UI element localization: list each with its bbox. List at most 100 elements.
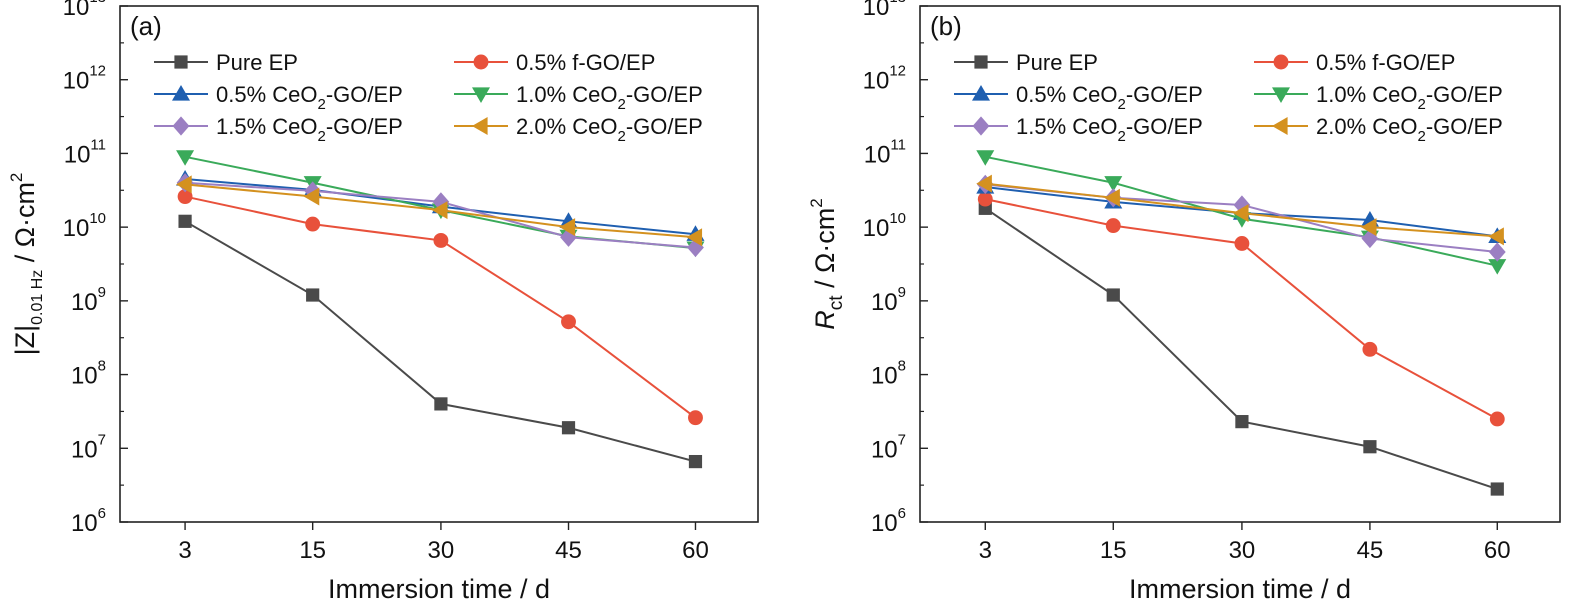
data-point-2-0-ceo2-go-ep <box>559 218 576 237</box>
y-tick-exponent: 10 <box>889 210 906 227</box>
legend-marker-2-0-ceo2-go-ep <box>472 117 488 135</box>
x-tick-label: 45 <box>555 537 582 564</box>
data-point-0-5-f-go-ep <box>561 314 576 330</box>
y-tick-exponent: 6 <box>98 505 106 522</box>
y-label-unit: / Ω·cm <box>10 182 40 270</box>
data-point-2-0-ceo2-go-ep <box>1488 227 1504 246</box>
data-point-0-5-f-go-ep <box>688 410 703 426</box>
y-tick-base: 10 <box>864 141 891 168</box>
y-tick-exponent: 9 <box>98 284 106 301</box>
data-point-1-5-ceo2-go-ep <box>432 192 450 212</box>
y-axis-label: Rct / Ω·cm2 <box>807 198 847 329</box>
data-point-pure-ep <box>178 214 192 228</box>
legend-marker-1-5-ceo2-go-ep <box>172 116 190 136</box>
y-tick-exponent: 9 <box>898 284 906 301</box>
legend-label-0-5-ceo2-go-ep: 0.5% CeO2-GO/EP <box>1016 82 1203 113</box>
data-point-2-0-ceo2-go-ep <box>176 175 192 194</box>
legend-label-1-5-ceo2-go-ep: 1.5% CeO2-GO/EP <box>1016 114 1203 145</box>
legend-label-1-0-ceo2-go-ep: 1.0% CeO2-GO/EP <box>516 82 703 113</box>
legend-text: 0.5% f-GO/EP <box>1316 50 1455 75</box>
data-point-1-0-ceo2-go-ep <box>176 150 195 166</box>
legend-text: 1.5% CeO <box>216 114 318 139</box>
legend-label-0-5-f-go-ep: 0.5% f-GO/EP <box>516 50 655 75</box>
data-point-0-5-f-go-ep <box>1362 341 1378 357</box>
y-tick-exponent: 8 <box>98 358 106 375</box>
series-line-pure-ep <box>184 220 696 463</box>
legend-subscript: 2 <box>318 96 326 113</box>
data-point-1-0-ceo2-go-ep <box>1488 259 1507 275</box>
y-label-subscript: 0.01 Hz <box>29 270 46 325</box>
data-point-0-5-f-go-ep <box>305 216 321 232</box>
legend-subscript: 2 <box>1118 128 1126 145</box>
legend-label-pure-ep: Pure EP <box>1016 50 1098 75</box>
y-tick-base: 10 <box>71 510 98 537</box>
series-line-0-5-f-go-ep <box>985 198 1498 420</box>
legend-label-0-5-ceo2-go-ep: 0.5% CeO2-GO/EP <box>216 82 403 113</box>
legend-subscript: 2 <box>1418 128 1426 145</box>
y-tick-base: 10 <box>871 436 898 463</box>
y-tick-label: 107 <box>871 431 906 463</box>
y-tick-label: 109 <box>71 284 106 316</box>
legend-marker-pure-ep <box>174 55 188 69</box>
y-tick-base: 10 <box>71 363 98 390</box>
data-point-pure-ep <box>306 288 320 302</box>
legend-subscript: 2 <box>618 128 626 145</box>
data-point-pure-ep <box>688 454 703 469</box>
y-tick-label: 1011 <box>64 136 106 168</box>
data-point-2-0-ceo2-go-ep <box>1232 204 1249 223</box>
y-tick-label: 108 <box>71 358 106 390</box>
data-point-pure-ep <box>1363 440 1377 454</box>
legend-text: 1.5% CeO <box>1016 114 1118 139</box>
legend-text: Pure EP <box>1016 50 1098 75</box>
legend-subscript: 2 <box>1418 96 1426 113</box>
legend-marker-0-5-f-go-ep <box>1273 54 1289 70</box>
legend-text: Pure EP <box>216 50 298 75</box>
legend-marker-0-5-ceo2-go-ep <box>972 85 990 101</box>
legend-text: -GO/EP <box>1426 82 1503 107</box>
data-point-0-5-f-go-ep <box>977 191 993 207</box>
data-point-2-0-ceo2-go-ep <box>431 201 448 220</box>
y-tick-label: 1013 <box>63 0 106 21</box>
legend-label-2-0-ceo2-go-ep: 2.0% CeO2-GO/EP <box>516 114 703 145</box>
y-tick-base: 10 <box>863 68 890 95</box>
legend-marker-1-0-ceo2-go-ep <box>472 87 490 103</box>
data-point-0-5-f-go-ep <box>177 189 193 204</box>
y-tick-base: 10 <box>63 0 90 21</box>
data-point-1-0-ceo2-go-ep <box>1104 176 1123 192</box>
y-axis-label: |Z|0.01 Hz / Ω·cm2 <box>7 173 46 356</box>
data-point-2-0-ceo2-go-ep <box>686 228 703 247</box>
x-tick-label: 30 <box>428 537 455 564</box>
y-tick-label: 1010 <box>863 210 906 242</box>
y-tick-label: 1011 <box>864 136 906 168</box>
y-tick-exponent: 11 <box>890 136 906 153</box>
y-label-unit-superscript: 2 <box>807 198 826 207</box>
y-label-main: R <box>810 310 840 330</box>
y-tick-label: 1010 <box>63 210 106 242</box>
x-tick-label: 15 <box>299 537 326 564</box>
y-tick-exponent: 6 <box>898 505 906 522</box>
y-tick-base: 10 <box>63 68 90 95</box>
y-tick-exponent: 13 <box>89 0 106 6</box>
y-tick-label: 108 <box>871 358 906 390</box>
legend-text: 2.0% CeO <box>1316 114 1418 139</box>
y-tick-label: 1013 <box>863 0 906 21</box>
data-point-0-5-f-go-ep <box>1105 218 1121 234</box>
legend-text: 1.0% CeO <box>1316 82 1418 107</box>
y-label-subscript: ct <box>826 295 847 311</box>
y-label-unit: / Ω·cm <box>810 208 840 296</box>
y-tick-exponent: 7 <box>98 431 106 448</box>
legend-marker-pure-ep <box>974 55 988 69</box>
legend-label-pure-ep: Pure EP <box>216 50 298 75</box>
y-tick-base: 10 <box>871 363 898 390</box>
y-tick-exponent: 8 <box>898 358 906 375</box>
legend-subscript: 2 <box>618 96 626 113</box>
legend-text: 2.0% CeO <box>516 114 618 139</box>
data-point-pure-ep <box>1235 415 1249 429</box>
y-tick-label: 1012 <box>63 63 106 95</box>
y-tick-label: 106 <box>71 505 106 537</box>
data-point-1-5-ceo2-go-ep <box>1488 242 1506 262</box>
y-tick-base: 10 <box>64 141 91 168</box>
legend-text: 0.5% f-GO/EP <box>516 50 655 75</box>
x-tick-label: 60 <box>1484 537 1511 564</box>
y-tick-exponent: 12 <box>89 63 106 80</box>
